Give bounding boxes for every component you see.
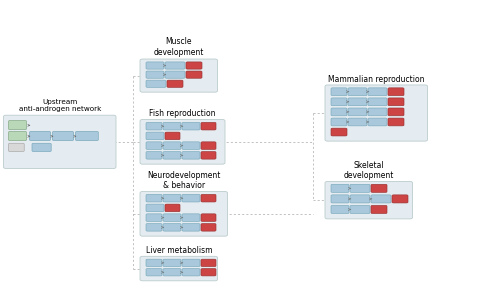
FancyBboxPatch shape [201, 223, 216, 231]
FancyBboxPatch shape [163, 151, 181, 159]
FancyBboxPatch shape [182, 223, 200, 231]
FancyBboxPatch shape [331, 98, 347, 106]
FancyBboxPatch shape [392, 195, 408, 203]
FancyBboxPatch shape [325, 85, 428, 141]
FancyBboxPatch shape [182, 259, 200, 267]
FancyBboxPatch shape [182, 268, 200, 276]
FancyBboxPatch shape [163, 122, 181, 130]
FancyBboxPatch shape [186, 62, 202, 69]
FancyBboxPatch shape [146, 268, 162, 276]
FancyBboxPatch shape [182, 194, 200, 202]
FancyBboxPatch shape [165, 204, 180, 212]
FancyBboxPatch shape [163, 142, 181, 149]
FancyBboxPatch shape [146, 80, 166, 87]
FancyBboxPatch shape [348, 98, 367, 106]
Text: Liver metabolism: Liver metabolism [146, 246, 212, 255]
FancyBboxPatch shape [201, 151, 216, 159]
FancyBboxPatch shape [32, 143, 51, 151]
FancyBboxPatch shape [165, 132, 180, 140]
FancyBboxPatch shape [331, 88, 347, 96]
FancyBboxPatch shape [182, 214, 200, 221]
FancyBboxPatch shape [388, 88, 404, 96]
FancyBboxPatch shape [167, 80, 183, 87]
FancyBboxPatch shape [163, 268, 181, 276]
FancyBboxPatch shape [146, 71, 164, 78]
FancyBboxPatch shape [4, 115, 116, 168]
FancyBboxPatch shape [350, 184, 370, 192]
FancyBboxPatch shape [146, 194, 162, 202]
FancyBboxPatch shape [388, 98, 404, 106]
Text: Neurodevelopment
& behavior: Neurodevelopment & behavior [147, 171, 220, 190]
Text: Mammalian reproduction: Mammalian reproduction [328, 75, 424, 84]
FancyBboxPatch shape [163, 259, 181, 267]
FancyBboxPatch shape [331, 205, 349, 213]
FancyBboxPatch shape [146, 122, 162, 130]
FancyBboxPatch shape [368, 98, 387, 106]
FancyBboxPatch shape [30, 131, 50, 141]
FancyBboxPatch shape [331, 108, 347, 116]
FancyBboxPatch shape [76, 131, 98, 141]
FancyBboxPatch shape [348, 108, 367, 116]
FancyBboxPatch shape [368, 118, 387, 126]
FancyBboxPatch shape [140, 59, 218, 92]
FancyBboxPatch shape [8, 143, 24, 151]
FancyBboxPatch shape [368, 88, 387, 96]
FancyBboxPatch shape [163, 194, 181, 202]
FancyBboxPatch shape [201, 268, 216, 276]
FancyBboxPatch shape [371, 205, 387, 213]
Text: Upstream
anti-androgen network: Upstream anti-androgen network [18, 99, 101, 112]
FancyBboxPatch shape [52, 131, 74, 141]
FancyBboxPatch shape [201, 142, 216, 149]
FancyBboxPatch shape [331, 128, 347, 136]
FancyBboxPatch shape [368, 108, 387, 116]
Text: Muscle
development: Muscle development [154, 37, 204, 57]
FancyBboxPatch shape [350, 195, 370, 203]
FancyBboxPatch shape [146, 204, 164, 212]
FancyBboxPatch shape [8, 121, 26, 130]
FancyBboxPatch shape [348, 88, 367, 96]
FancyBboxPatch shape [182, 122, 200, 130]
FancyBboxPatch shape [371, 195, 391, 203]
FancyBboxPatch shape [388, 118, 404, 126]
FancyBboxPatch shape [163, 223, 181, 231]
FancyBboxPatch shape [165, 71, 185, 78]
FancyBboxPatch shape [146, 151, 162, 159]
FancyBboxPatch shape [186, 71, 202, 78]
FancyBboxPatch shape [348, 118, 367, 126]
FancyBboxPatch shape [201, 214, 216, 221]
FancyBboxPatch shape [331, 184, 349, 192]
FancyBboxPatch shape [331, 118, 347, 126]
FancyBboxPatch shape [331, 195, 349, 203]
FancyBboxPatch shape [146, 62, 164, 69]
FancyBboxPatch shape [325, 181, 412, 219]
FancyBboxPatch shape [146, 142, 162, 149]
FancyBboxPatch shape [182, 151, 200, 159]
FancyBboxPatch shape [182, 142, 200, 149]
FancyBboxPatch shape [8, 131, 26, 141]
FancyBboxPatch shape [388, 108, 404, 116]
FancyBboxPatch shape [201, 259, 216, 267]
Text: Fish reproduction: Fish reproduction [149, 109, 216, 118]
FancyBboxPatch shape [163, 214, 181, 221]
FancyBboxPatch shape [201, 194, 216, 202]
FancyBboxPatch shape [146, 214, 162, 221]
FancyBboxPatch shape [146, 223, 162, 231]
FancyBboxPatch shape [146, 259, 162, 267]
FancyBboxPatch shape [350, 205, 370, 213]
FancyBboxPatch shape [165, 62, 185, 69]
Text: Skeletal
development: Skeletal development [344, 161, 394, 180]
FancyBboxPatch shape [140, 256, 218, 281]
FancyBboxPatch shape [140, 120, 225, 164]
FancyBboxPatch shape [371, 184, 387, 192]
FancyBboxPatch shape [146, 132, 164, 140]
FancyBboxPatch shape [201, 122, 216, 130]
FancyBboxPatch shape [140, 192, 228, 236]
